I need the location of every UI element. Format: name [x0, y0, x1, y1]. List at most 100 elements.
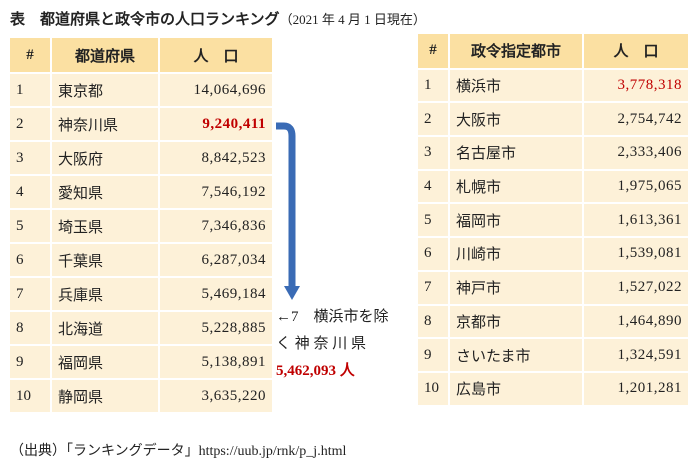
- name: 北海道: [52, 312, 160, 344]
- prefecture-table: # 都道府県人 口 1 東京都 14,064,696 2 神奈川県 9,240,411 3 大阪府…: [10, 36, 274, 414]
- table-row: 3 大阪府 8,842,523: [10, 142, 274, 174]
- name: 愛知県: [52, 176, 160, 208]
- header-row: # 政令指定都市人 口: [418, 34, 690, 68]
- population: 1,324,591: [584, 339, 690, 371]
- annotation-value: 5,462,093 人: [276, 363, 355, 379]
- table-row: 7 兵庫県 5,469,184: [10, 278, 274, 310]
- table-row: 3 名古屋市 2,333,406: [418, 137, 690, 169]
- population: 2,754,742: [584, 103, 690, 136]
- population: 1,975,065: [584, 170, 690, 203]
- rank: 8: [10, 312, 52, 344]
- name: 千葉県: [52, 244, 160, 276]
- table-row: 2 神奈川県 9,240,411: [10, 108, 274, 140]
- rank: 7: [418, 271, 450, 304]
- column-header: 人 口: [584, 34, 690, 68]
- annotation: ←7 横浜市を除 く 神 奈 川 県 5,462,093 人: [276, 304, 389, 385]
- rank: 3: [418, 137, 450, 169]
- table-row: 2 大阪市 2,754,742: [418, 103, 690, 136]
- name: 大阪府: [52, 142, 160, 174]
- population: 6,287,034: [160, 244, 274, 276]
- population: 3,778,318: [584, 69, 690, 102]
- population: 7,346,836: [160, 210, 274, 242]
- population: 5,469,184: [160, 278, 274, 310]
- rank: 3: [10, 142, 52, 174]
- table-row: 8 京都市 1,464,890: [418, 305, 690, 338]
- rank: 5: [418, 204, 450, 237]
- arrow: [276, 122, 300, 300]
- column-header: 都道府県: [52, 38, 160, 72]
- population: 1,464,890: [584, 305, 690, 338]
- name: 東京都: [52, 74, 160, 106]
- column-header: 政令指定都市: [450, 34, 584, 68]
- table-row: 6 千葉県 6,287,034: [10, 244, 274, 276]
- table-row: 9 福岡県 5,138,891: [10, 346, 274, 378]
- rank: 9: [10, 346, 52, 378]
- rank: 2: [10, 108, 52, 140]
- rank: 2: [418, 103, 450, 136]
- population: 7,546,192: [160, 176, 274, 208]
- population: 1,201,281: [584, 372, 690, 405]
- annotation-line: ←7 横浜市を除: [276, 309, 389, 325]
- rank: 5: [10, 210, 52, 242]
- table-row: 9 さいたま市 1,324,591: [418, 339, 690, 371]
- population: 8,842,523: [160, 142, 274, 174]
- population: 5,138,891: [160, 346, 274, 378]
- title-row: 表 都道府県と政令市の人口ランキング（2021 年 4 月 1 日現在）: [10, 8, 426, 29]
- population: 1,539,081: [584, 238, 690, 270]
- rank: 9: [418, 339, 450, 371]
- name: さいたま市: [450, 339, 584, 371]
- name: 札幌市: [450, 170, 584, 203]
- rank: 8: [418, 305, 450, 338]
- annotation-line: く 神 奈 川 県: [276, 336, 367, 352]
- name: 埼玉県: [52, 210, 160, 242]
- table-row: 7 神戸市 1,527,022: [418, 271, 690, 304]
- name: 神戸市: [450, 271, 584, 304]
- rank: 1: [10, 74, 52, 106]
- table-row: 1 東京都 14,064,696: [10, 74, 274, 106]
- name: 大阪市: [450, 103, 584, 136]
- table-row: 10 広島市 1,201,281: [418, 372, 690, 405]
- name: 横浜市: [450, 69, 584, 102]
- population: 14,064,696: [160, 74, 274, 106]
- name: 広島市: [450, 372, 584, 405]
- column-header: 人 口: [160, 38, 274, 72]
- city-table: # 政令指定都市人 口 1 横浜市 3,778,318 2 大阪市 2,754,742 3 名古屋…: [418, 32, 690, 407]
- table-row: 4 愛知県 7,546,192: [10, 176, 274, 208]
- table-row: 6 川崎市 1,539,081: [418, 238, 690, 270]
- rank: 10: [418, 372, 450, 405]
- name: 神奈川県: [52, 108, 160, 140]
- rank: 7: [10, 278, 52, 310]
- population: 1,527,022: [584, 271, 690, 304]
- table-row: 10 静岡県 3,635,220: [10, 380, 274, 412]
- header-row: # 都道府県人 口: [10, 38, 274, 72]
- rank: 6: [10, 244, 52, 276]
- source: （出典）「ランキングデータ」https://uub.jp/rnk/p_j.htm…: [10, 444, 347, 459]
- rank: 4: [418, 170, 450, 203]
- population: 2,333,406: [584, 137, 690, 169]
- column-header: #: [10, 38, 52, 72]
- name: 福岡県: [52, 346, 160, 378]
- table-row: 8 北海道 5,228,885: [10, 312, 274, 344]
- name: 静岡県: [52, 380, 160, 412]
- table-row: 4 札幌市 1,975,065: [418, 170, 690, 203]
- date-note: （2021 年 4 月 1 日現在）: [279, 12, 426, 27]
- population: 3,635,220: [160, 380, 274, 412]
- population: 9,240,411: [160, 108, 274, 140]
- rank: 10: [10, 380, 52, 412]
- table-row: 5 福岡市 1,613,361: [418, 204, 690, 237]
- name: 福岡市: [450, 204, 584, 237]
- rank: 1: [418, 69, 450, 102]
- table-row: 1 横浜市 3,778,318: [418, 69, 690, 102]
- name: 兵庫県: [52, 278, 160, 310]
- table-row: 5 埼玉県 7,346,836: [10, 210, 274, 242]
- title: 表 都道府県と政令市の人口ランキング: [10, 12, 280, 28]
- rank: 4: [10, 176, 52, 208]
- population: 5,228,885: [160, 312, 274, 344]
- name: 名古屋市: [450, 137, 584, 169]
- population: 1,613,361: [584, 204, 690, 237]
- name: 京都市: [450, 305, 584, 338]
- name: 川崎市: [450, 238, 584, 270]
- rank: 6: [418, 238, 450, 270]
- column-header: #: [418, 34, 450, 68]
